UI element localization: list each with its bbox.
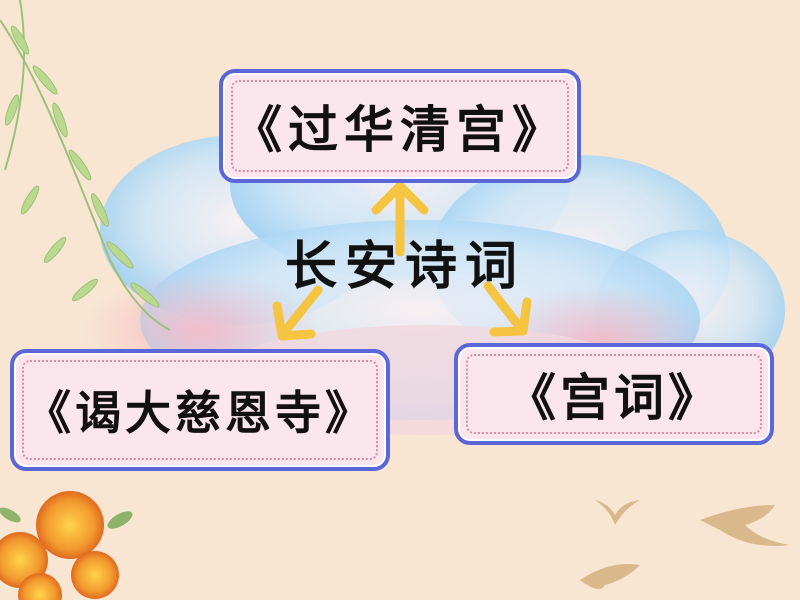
- node-right-box: 《宫词》: [454, 343, 774, 445]
- node-top-label: 《过华清宫》: [232, 100, 568, 159]
- node-right-label: 《宫词》: [506, 368, 722, 427]
- node-left-label: 《谒大慈恩寺》: [25, 386, 375, 440]
- flower-decoration: [0, 491, 133, 600]
- node-left-box: 《谒大慈恩寺》: [10, 349, 390, 471]
- center-title: 长安诗词: [284, 235, 525, 297]
- bird-decoration: [580, 500, 790, 589]
- node-top-box: 《过华清宫》: [219, 69, 581, 183]
- willow-branch-decoration: [0, 0, 171, 331]
